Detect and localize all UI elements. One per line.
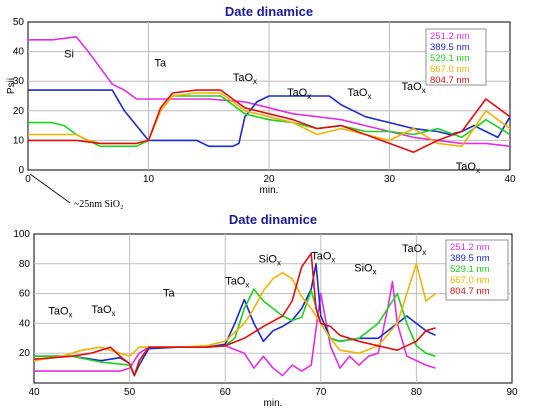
top-annotation-1: Ta [155,57,168,69]
top-chart-title: Date dinamice [225,4,313,19]
chart-panel-bottom: Date dinamice 40 50 60 70 80 90 20 40 60 80 100 min.… [0,210,537,418]
chart-bottom-svg: Date dinamice 40 50 60 70 80 90 20 40 60 80 100 min.… [13,212,518,409]
bottom-annotation-2: Ta [163,288,176,300]
top-y-tick-label: 20 [13,106,25,117]
top-annotation-5: TaOx [402,81,426,95]
top-legend-entry-4: 804.7 nm [430,75,470,86]
bottom-legend-entry-4: 804.7 nm [450,286,490,297]
top-legend-entry-2: 529.1 nm [430,53,470,64]
top-x-tick-label: 10 [143,174,155,185]
top-x-tick-label: 30 [384,174,396,185]
bottom-x-tick-label: 90 [506,387,518,398]
top-annotation-2: TaOx [233,72,257,86]
bottom-annotation-5: TaOx [311,250,335,264]
bottom-legend-box [445,239,509,301]
bottom-y-tick-label: 40 [19,318,31,329]
top-annotation-0: Si [64,49,74,61]
bottom-y-tick-label: 20 [19,348,31,359]
bottom-legend-entry-1: 389.5 nm [450,253,490,264]
top-note: ~25nm SiO₂ [74,199,124,210]
bottom-annotation-1: TaOx [91,304,115,318]
top-series-line-2 [28,95,511,148]
bottom-y-tick-label: 100 [13,229,30,240]
bottom-annotation-6: SiOx [354,262,376,276]
top-note-leader [29,173,71,204]
top-legend-entry-1: 389.5 nm [430,42,470,53]
chart-panel-top: Date dinamice 0 10 20 30 40 0 10 20 30 40 50 min. Psi… [6,4,516,210]
bottom-series-line-3 [33,263,436,362]
top-y-tick-label: 0 [18,165,24,176]
bottom-x-tick-label: 80 [411,387,423,398]
bottom-y-tick-label: 80 [19,259,31,270]
top-x-tick-label: 0 [25,174,31,185]
chart-top-svg: Date dinamice 0 10 20 30 40 0 10 20 30 40 50 min. Psi… [6,4,516,210]
bottom-legend-entry-2: 529.1 nm [450,264,490,275]
bottom-legend-entry-0: 251.2 nm [450,242,490,253]
top-annotation-4: TaOx [347,87,371,101]
top-x-axis-label: min. [260,185,279,196]
top-series-line-4 [28,89,511,153]
top-y-tick-label: 40 [13,47,25,58]
bottom-annotation-0: TaOx [48,305,72,319]
top-annotation-6: TaOx [456,161,480,175]
top-y-tick-label: 10 [13,135,25,146]
bottom-x-axis-label: min. [264,398,283,409]
bottom-x-tick-label: 50 [124,387,136,398]
bottom-legend-entry-3: 667.0 nm [450,275,490,286]
top-legend-entry-3: 667.0 nm [430,64,470,75]
top-y-tick-label: 50 [13,17,25,28]
top-y-tick-label: 30 [13,76,25,87]
top-y-axis-label: Psii [6,78,17,94]
bottom-x-tick-label: 60 [220,387,232,398]
bottom-x-tick-label: 70 [315,387,327,398]
top-legend-entry-0: 251.2 nm [430,31,470,42]
top-legend-box [425,28,487,86]
bottom-y-tick-label: 60 [19,289,31,300]
bottom-annotation-4: SiOx [259,253,281,267]
top-x-tick-label: 40 [504,174,516,185]
top-x-tick-label: 20 [263,174,275,185]
bottom-annotation-3: TaOx [225,276,249,290]
bottom-x-tick-label: 40 [28,387,40,398]
bottom-series-line-4 [33,252,436,377]
bottom-annotation-7: TaOx [402,243,426,257]
bottom-chart-title: Date dinamice [229,212,317,227]
top-annotation-3: TaOx [287,87,311,101]
